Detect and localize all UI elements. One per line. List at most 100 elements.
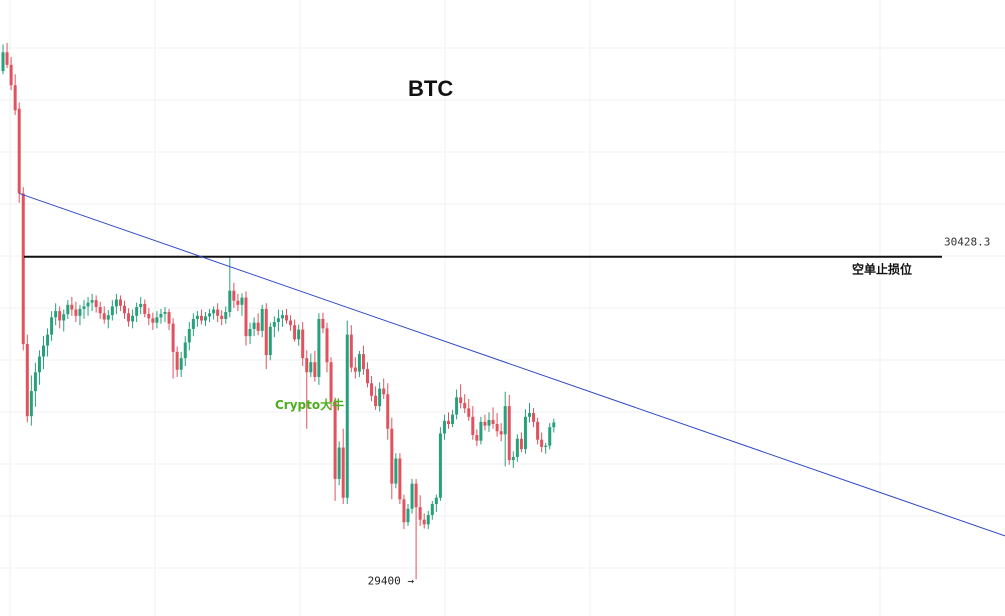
candle-body	[90, 300, 94, 303]
candle-body	[260, 308, 264, 331]
candle-body	[386, 394, 390, 429]
candle-body	[268, 326, 272, 356]
candle-body	[418, 507, 422, 520]
descending-trendline	[19, 192, 1005, 537]
candle-body	[321, 318, 325, 329]
candle-body	[280, 315, 284, 319]
candle-body	[199, 315, 203, 321]
candles-group	[1, 42, 556, 580]
candle-body	[536, 421, 540, 440]
candle-body	[519, 438, 523, 450]
candle-body	[544, 445, 548, 447]
candle-body	[540, 439, 544, 447]
candle-body	[106, 315, 110, 320]
candle-body	[94, 300, 98, 308]
candle-body	[212, 309, 216, 314]
candle-body	[256, 322, 260, 331]
candle-body	[102, 313, 106, 320]
candle-body	[503, 406, 507, 435]
candle-body	[204, 316, 207, 321]
candle-body	[139, 303, 143, 308]
candle-body	[98, 307, 102, 314]
candle-body	[447, 420, 450, 425]
watermark-label: Crypto大牛	[275, 397, 344, 412]
candle-body	[548, 427, 552, 446]
candle-body	[309, 362, 313, 373]
candle-body	[459, 397, 463, 404]
candle-body	[414, 483, 418, 508]
candle-body	[50, 317, 54, 335]
candle-body	[293, 325, 297, 340]
candle-body	[301, 329, 305, 359]
candle-body	[523, 416, 527, 450]
candle-body	[29, 391, 33, 417]
candle-body	[361, 354, 365, 370]
candle-body	[131, 315, 135, 322]
candle-body	[467, 408, 471, 417]
candle-body	[86, 302, 90, 307]
chart-title: BTC	[408, 76, 453, 101]
candle-body	[370, 383, 374, 396]
candle-body	[135, 307, 139, 316]
candle-body	[276, 318, 280, 323]
candle-body	[159, 313, 163, 318]
candle-body	[179, 358, 183, 370]
candle-body	[475, 435, 479, 441]
candle-body	[366, 369, 369, 384]
candle-body	[406, 508, 410, 523]
candle-body	[171, 323, 175, 352]
candle-body	[252, 322, 256, 329]
candle-body	[374, 395, 378, 407]
candle-body	[442, 420, 446, 434]
candle-body	[552, 422, 556, 428]
candle-body	[528, 413, 531, 417]
candle-body	[341, 447, 345, 498]
candle-body	[264, 308, 268, 356]
candle-body	[511, 456, 515, 461]
candle-body	[155, 317, 159, 323]
candle-body	[66, 304, 70, 315]
candle-body	[143, 303, 147, 314]
candle-body	[191, 318, 195, 329]
candle-body	[499, 431, 503, 435]
candle-body	[183, 342, 187, 359]
candle-body	[491, 419, 495, 425]
candle-body	[151, 318, 155, 323]
candle-body	[208, 313, 212, 317]
candle-body	[25, 344, 29, 417]
candle-body	[127, 313, 131, 322]
candle-body	[82, 306, 86, 309]
stop-loss-level-value: 30428.3	[944, 236, 990, 249]
candle-body	[37, 356, 41, 373]
candle-body	[438, 433, 442, 498]
candle-body	[9, 64, 13, 86]
candle-body	[357, 354, 361, 372]
candle-body	[410, 483, 414, 509]
candle-body	[378, 388, 382, 407]
candle-body	[285, 315, 288, 321]
candle-body	[244, 297, 248, 337]
candle-body	[62, 314, 66, 321]
candle-body	[13, 85, 17, 111]
candle-body	[224, 312, 228, 319]
candle-body	[434, 497, 438, 505]
candle-body	[349, 334, 353, 368]
candle-body	[58, 311, 62, 321]
candle-body	[232, 290, 236, 301]
low-price-marker: 29400 →	[368, 574, 415, 587]
candle-body	[402, 499, 406, 523]
candle-body	[74, 309, 78, 316]
candle-body	[42, 345, 45, 357]
candle-body	[236, 300, 240, 305]
candle-body	[289, 320, 293, 326]
candle-body	[123, 305, 126, 314]
candle-body	[175, 351, 179, 370]
candle-body	[507, 406, 511, 461]
candle-body	[167, 312, 171, 324]
candle-body	[317, 318, 321, 377]
candle-body	[17, 108, 21, 194]
candle-body	[147, 313, 151, 319]
candle-body	[118, 299, 122, 306]
